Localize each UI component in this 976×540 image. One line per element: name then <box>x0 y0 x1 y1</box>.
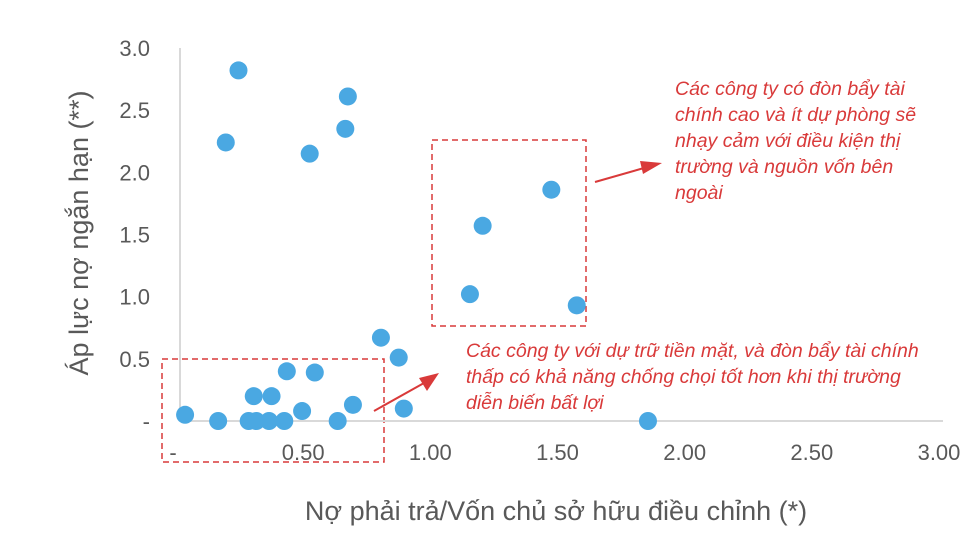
data-point <box>176 405 195 424</box>
arrow-line-low-leverage <box>373 382 425 412</box>
data-point <box>473 216 492 235</box>
arrowhead-high-leverage <box>640 161 662 174</box>
y-axis-title: Áp lực nợ ngắn hạn (**) <box>63 91 94 376</box>
data-point <box>244 387 263 406</box>
data-point <box>542 180 561 199</box>
x-tick-label: 3.00 <box>918 440 961 465</box>
data-point <box>216 133 235 152</box>
data-point <box>343 395 362 414</box>
annotation-low-leverage: Các công ty với dự trữ tiền mặt, và đòn … <box>466 340 919 414</box>
highlight-box-high-leverage <box>431 139 587 327</box>
arrowhead-low-leverage <box>419 373 439 391</box>
data-point <box>209 412 228 430</box>
data-point <box>389 348 408 367</box>
data-point <box>371 328 390 347</box>
data-point <box>275 412 294 430</box>
y-tick-label: 1.5 <box>119 223 150 248</box>
x-tick-label: 0.50 <box>282 440 325 465</box>
y-tick-label: 2.0 <box>119 160 150 185</box>
x-tick-label: 1.00 <box>409 440 452 465</box>
y-tick-label: 0.5 <box>119 347 150 372</box>
data-point <box>300 144 319 163</box>
data-point <box>262 387 281 406</box>
data-point <box>460 285 479 304</box>
data-point <box>260 412 279 430</box>
data-point <box>293 402 312 421</box>
data-point <box>394 399 413 418</box>
x-tick-label: 2.50 <box>790 440 833 465</box>
x-tick-label: 1.50 <box>536 440 579 465</box>
data-point <box>247 412 266 430</box>
x-tick-label: - <box>169 440 176 465</box>
x-tick-label: 2.00 <box>663 440 706 465</box>
y-tick-label: 2.5 <box>119 98 150 123</box>
x-axis-title: Nợ phải trả/Vốn chủ sở hữu điều chỉnh (*… <box>305 496 807 526</box>
y-tick-label: - <box>143 409 150 434</box>
data-point <box>567 296 586 315</box>
arrow-line-high-leverage <box>594 167 645 183</box>
data-point <box>328 412 347 430</box>
annotation-high-leverage: Các công ty có đòn bẩy tài chính cao và … <box>675 78 917 204</box>
data-point <box>229 61 248 80</box>
y-tick-label: 3.0 <box>119 36 150 61</box>
highlight-box-low-leverage <box>161 358 385 463</box>
data-point <box>338 87 357 106</box>
data-point <box>638 412 657 430</box>
data-point <box>336 119 355 138</box>
data-point <box>277 362 296 381</box>
data-point <box>305 363 324 382</box>
y-tick-label: 1.0 <box>119 285 150 310</box>
